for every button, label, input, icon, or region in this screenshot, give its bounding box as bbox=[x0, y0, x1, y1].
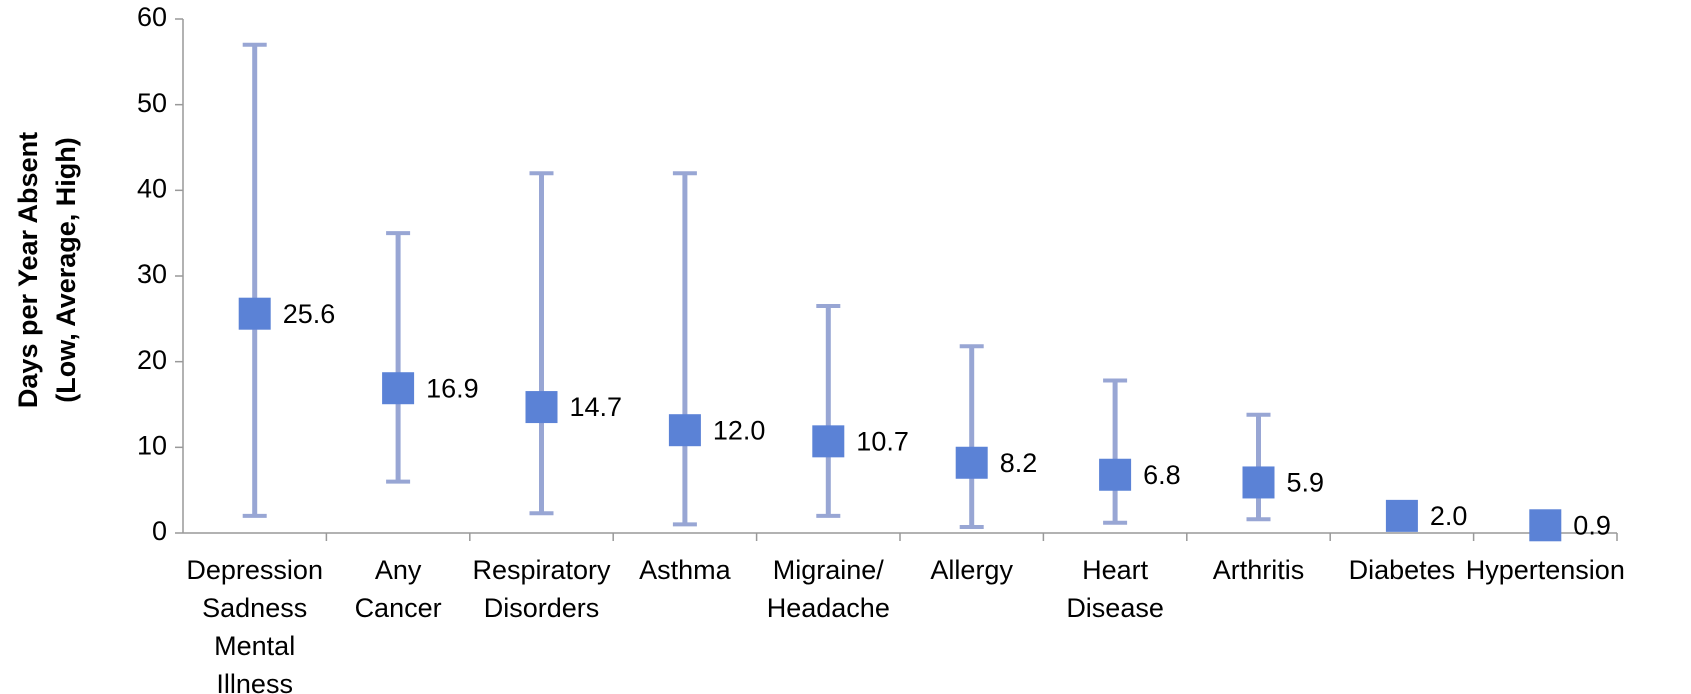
data-label: 16.9 bbox=[426, 373, 479, 403]
average-marker bbox=[812, 425, 845, 458]
data-label: 8.2 bbox=[1000, 448, 1038, 478]
x-tick-label: Arthritis bbox=[1212, 555, 1305, 585]
x-tick-label: Heart Disease bbox=[1066, 555, 1164, 623]
average-marker bbox=[1529, 509, 1562, 542]
x-tick-label: Migraine/ Headache bbox=[766, 555, 890, 623]
average-marker bbox=[1099, 458, 1132, 491]
x-tick-label: Respiratory Disorders bbox=[472, 555, 611, 623]
data-label: 2.0 bbox=[1430, 501, 1468, 531]
data-label: 14.7 bbox=[570, 392, 623, 422]
average-marker bbox=[1385, 499, 1418, 532]
y-tick-label: 30 bbox=[137, 259, 167, 289]
data-label: 10.7 bbox=[856, 426, 909, 456]
y-tick-label: 60 bbox=[137, 2, 167, 32]
y-tick-label: 10 bbox=[137, 430, 167, 460]
x-tick-label: Any Cancer bbox=[354, 555, 442, 623]
data-label: 12.0 bbox=[713, 415, 766, 445]
data-label: 25.6 bbox=[283, 299, 336, 329]
average-marker bbox=[1242, 466, 1275, 499]
x-tick-label: Depression Sadness Mental Illness bbox=[186, 555, 323, 694]
data-label: 6.8 bbox=[1143, 460, 1181, 490]
y-tick-label: 20 bbox=[137, 345, 167, 375]
average-marker bbox=[382, 372, 415, 405]
x-tick-label: Asthma bbox=[639, 555, 731, 585]
y-tick-label: 0 bbox=[152, 516, 167, 546]
x-tick-label: Diabetes bbox=[1348, 555, 1456, 585]
data-label: 0.9 bbox=[1573, 510, 1611, 540]
average-marker bbox=[525, 391, 558, 424]
y-tick-label: 40 bbox=[137, 173, 167, 203]
average-marker bbox=[238, 297, 271, 330]
data-label: 5.9 bbox=[1287, 468, 1325, 498]
x-tick-label: Hypertension bbox=[1465, 555, 1625, 585]
y-axis-label: Days per Year Absent bbox=[13, 132, 43, 408]
average-marker bbox=[668, 414, 701, 447]
x-tick-label: Allergy bbox=[930, 555, 1013, 585]
y-axis-label: (Low, Average, High) bbox=[51, 137, 81, 403]
average-marker bbox=[955, 446, 988, 479]
y-tick-label: 50 bbox=[137, 88, 167, 118]
